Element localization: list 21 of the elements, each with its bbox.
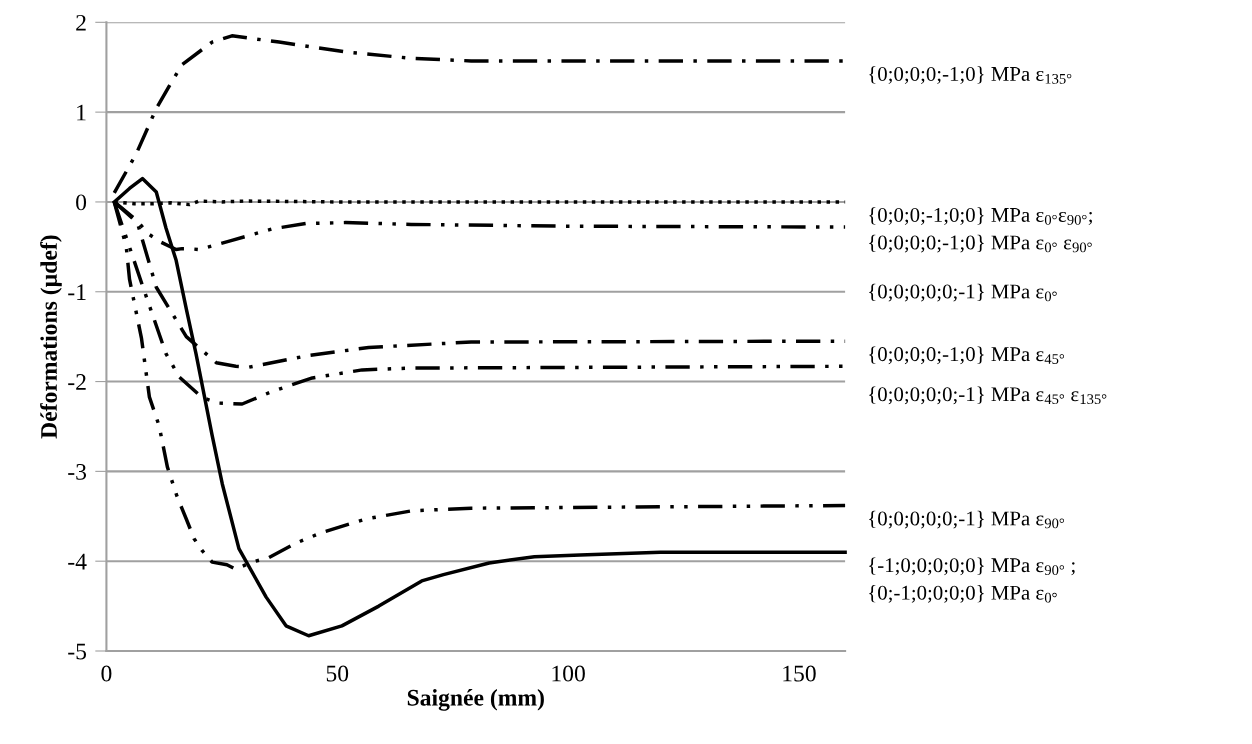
y-tick-label: 0: [76, 194, 87, 211]
y-tick-label: 1: [77, 104, 86, 121]
y-axis-title: Déformations (µdef): [40, 235, 62, 439]
text: {-1;0;0;0;0;0} MPa ε$_{90°}$ ; {0;-1;0;0;0;0} MPa ε$_{0°}$: [869, 557, 1075, 603]
x-tick-label: 150: [783, 665, 816, 682]
x-axis-title: Saignée (mm): [407, 689, 544, 711]
y-tick-label: -1: [68, 284, 86, 300]
y-tick-label: -3: [68, 463, 87, 480]
x-tick-label: 50: [326, 665, 349, 682]
y-tick-label: -2: [68, 374, 86, 390]
x-tick-label: 0: [101, 665, 112, 682]
series-label: {0;0;0;0;0;-1} MPa ε$_{45°}$ ε$_{135°}$: [869, 386, 1107, 405]
text: {0;0;0;-1;0;0} MPa ε$_{0°}$ε$_{90°}$; {0;0;0;0;-1;0} MPa ε$_{0°}$ ε$_{90°}$: [869, 207, 1092, 253]
text: {0;0;0;0;0;-1} MPa ε$_{0°}$: [869, 283, 1057, 302]
series-label: {0;0;0;0;-1;0} MPa ε$_{135°}$: [869, 66, 1072, 84]
y-tick-label: -5: [68, 643, 87, 660]
series-label: {0;0;0;0;-1;0} MPa ε$_{45°}$: [869, 346, 1065, 365]
series-label: {0;0;0;0;0;-1} MPa ε$_{90°}$: [869, 510, 1065, 529]
x-tick-label: 100: [552, 665, 585, 682]
y-tick-label: 2: [76, 14, 86, 31]
y-tick-label: -4: [68, 553, 87, 570]
